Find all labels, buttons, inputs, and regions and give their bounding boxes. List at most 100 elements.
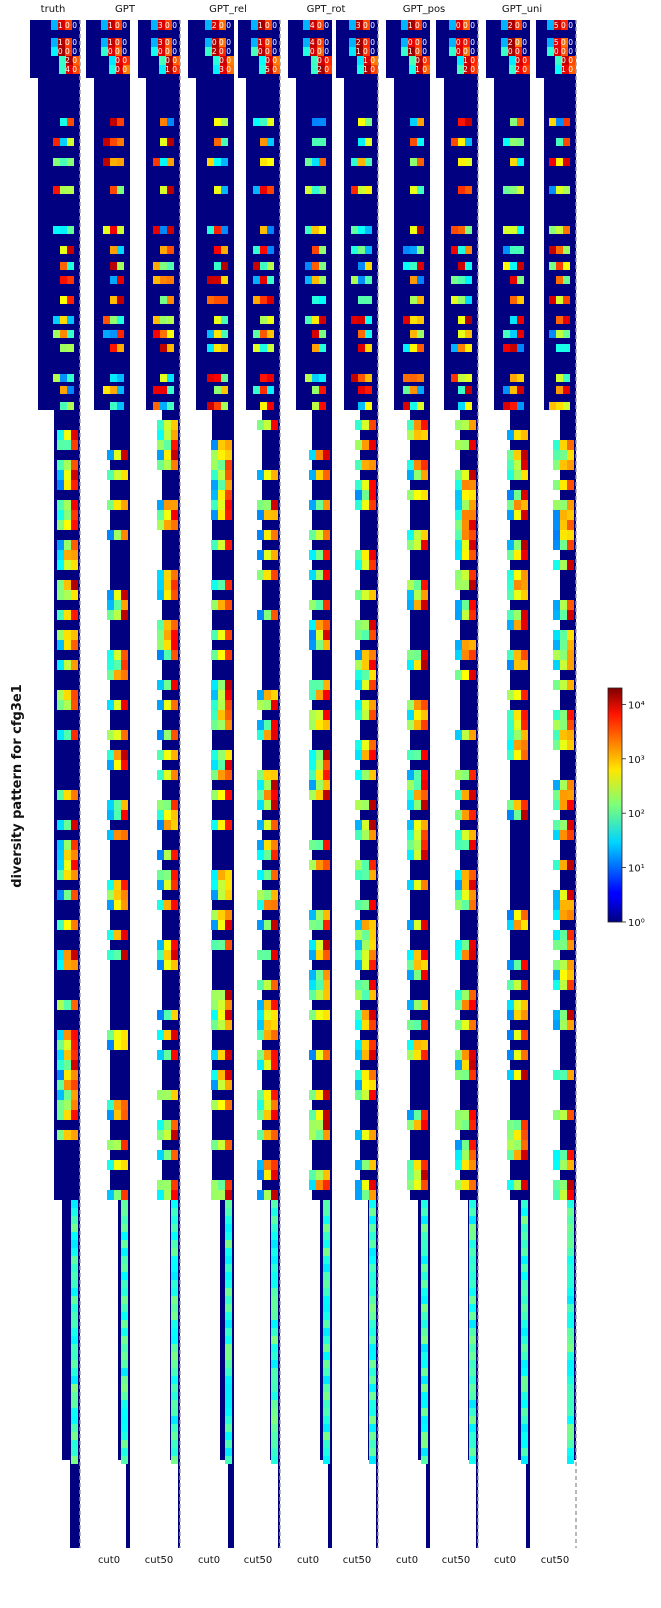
heatmap-cell [567, 1368, 574, 1376]
heatmap-cell [421, 1288, 428, 1296]
heatmap-cell [465, 186, 472, 194]
heatmap-cell [160, 138, 167, 146]
heatmap-cell [121, 600, 128, 610]
heatmap-cell [71, 1030, 78, 1040]
heatmap-cell [457, 56, 464, 65]
heatmap-cell [264, 1160, 271, 1170]
heatmap-cell [218, 1010, 225, 1020]
heatmap-cell [225, 1224, 232, 1232]
cell-value-label: 2 0 [515, 65, 527, 74]
heatmap-cell [71, 1248, 78, 1256]
heatmap-cell [207, 344, 214, 352]
heatmap-cell [455, 870, 462, 880]
heatmap-cell [351, 186, 358, 194]
heatmap-cell [414, 650, 421, 660]
heatmap-cell [458, 374, 465, 382]
heatmap-cell [517, 316, 524, 324]
heatmap-cell [560, 610, 567, 620]
heatmap-cell [401, 20, 408, 30]
heatmap-cell [160, 158, 167, 166]
heatmap-cell [469, 1288, 476, 1296]
heatmap-cell [271, 470, 278, 480]
heatmap-cell [64, 440, 71, 450]
heatmap-cell [369, 950, 376, 960]
heatmap-cell [521, 1288, 528, 1296]
heatmap-cell [253, 296, 260, 304]
heatmap-cell [117, 316, 124, 324]
column-tick-label: cut0 [198, 1555, 220, 1566]
heatmap-cell [110, 296, 117, 304]
heatmap-cell [64, 690, 71, 700]
heatmap-cell [114, 650, 121, 660]
heatmap-cell [407, 700, 414, 710]
heatmap-cell [421, 950, 428, 960]
heatmap-cell [462, 1180, 469, 1190]
heatmap-cell [60, 262, 67, 270]
heatmap-cell [510, 276, 517, 284]
heatmap-cell [323, 1368, 330, 1376]
heatmap-cell [421, 660, 428, 670]
heatmap-cell [465, 158, 472, 166]
heatmap-cell [73, 65, 80, 74]
heatmap-cell [316, 1050, 323, 1060]
heatmap-cell [507, 1130, 514, 1140]
cell-value-label: 0 0 0 [58, 47, 77, 56]
heatmap-cell [171, 940, 178, 950]
heatmap-cell [225, 1020, 232, 1030]
heatmap-cell [407, 880, 414, 890]
heatmap-cell [271, 1130, 278, 1140]
heatmap-cell [567, 900, 574, 910]
heatmap-cell [521, 960, 528, 970]
heatmap-cell [514, 690, 521, 700]
heatmap-cell [117, 330, 124, 338]
cell-value-label: 0 0 0 [258, 47, 277, 56]
heatmap-cell [107, 950, 114, 960]
heatmap-cell [514, 610, 521, 620]
heatmap-cell [560, 530, 567, 540]
heatmap-cell [257, 900, 264, 910]
heatmap-cell [560, 440, 567, 450]
heatmap-cell [414, 1050, 421, 1060]
heatmap-cell [410, 402, 417, 410]
heatmap-cell [323, 760, 330, 770]
heatmap-cell [369, 650, 376, 660]
heatmap-cell [567, 1240, 574, 1248]
heatmap-cell [157, 750, 164, 760]
heatmap-cell [462, 1140, 469, 1150]
heatmap-cell [214, 402, 221, 410]
heatmap-cell [323, 1120, 330, 1130]
heatmap-cell [157, 1190, 164, 1200]
heatmap-cell [563, 374, 570, 382]
heatmap-cell [362, 710, 369, 720]
heatmap-cell [563, 276, 570, 284]
heatmap-cell [358, 138, 365, 146]
heatmap-cell [214, 158, 221, 166]
column-tick-label: cut50 [541, 1555, 569, 1566]
heatmap-cell [157, 810, 164, 820]
heatmap-cell [309, 530, 316, 540]
heatmap-cell [171, 1288, 178, 1296]
heatmap-cell [71, 1208, 78, 1216]
heatmap-cell [271, 1280, 278, 1288]
heatmap-cell [567, 930, 574, 940]
heatmap-cell [211, 440, 218, 450]
heatmap-cell [271, 1392, 278, 1400]
heatmap-cell [521, 1256, 528, 1264]
heatmap-cell [507, 620, 514, 630]
heatmap-cell [121, 660, 128, 670]
heatmap-cell [362, 830, 369, 840]
heatmap-cell [355, 1090, 362, 1100]
heatmap-cell [67, 386, 74, 394]
heatmap-cell [369, 990, 376, 1000]
heatmap-cell [211, 680, 218, 690]
heatmap-cell [414, 850, 421, 860]
heatmap-cell [214, 316, 221, 324]
heatmap-cell [556, 344, 563, 352]
heatmap-cell [121, 700, 128, 710]
heatmap-cell [218, 710, 225, 720]
heatmap-cell [521, 1456, 528, 1464]
heatmap-cell [515, 38, 522, 47]
cell-value-label: 0 0 [219, 56, 231, 65]
heatmap-cell [407, 540, 414, 550]
heatmap-cell [560, 480, 567, 490]
